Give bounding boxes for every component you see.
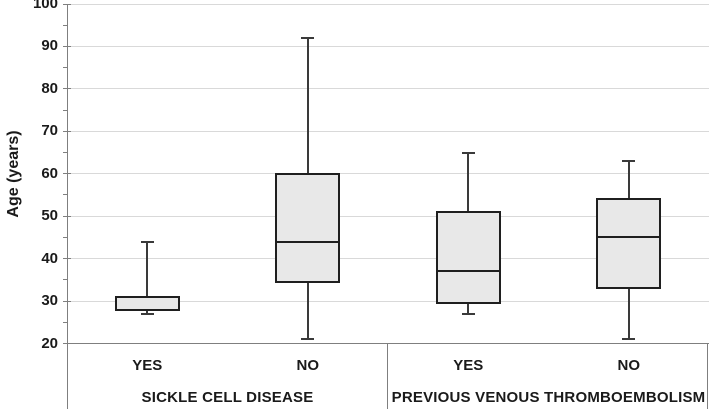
- y-major-tick: [63, 3, 71, 5]
- y-major-tick: [63, 88, 71, 90]
- category-label: YES: [132, 356, 163, 374]
- box-iqr: [435, 210, 501, 305]
- y-major-tick: [63, 130, 71, 132]
- y-tick-label: 70: [41, 122, 58, 140]
- y-major-tick: [63, 215, 71, 217]
- category-label: NO: [617, 356, 641, 374]
- upper-whisker: [146, 241, 149, 297]
- y-minor-tick: [63, 152, 67, 154]
- whisker-cap-max: [301, 36, 315, 39]
- y-minor-tick: [63, 67, 67, 69]
- group-separator: [707, 343, 708, 409]
- y-major-tick: [63, 45, 71, 47]
- gridline: [67, 3, 709, 5]
- y-minor-tick: [63, 236, 67, 238]
- gridline: [67, 215, 709, 217]
- whisker-cap-max: [461, 151, 475, 154]
- box-iqr: [275, 172, 341, 283]
- whisker-cap-max: [622, 160, 636, 163]
- upper-whisker: [627, 161, 630, 200]
- y-tick-label: 60: [41, 164, 58, 182]
- gridline: [67, 258, 709, 260]
- y-minor-tick: [63, 279, 67, 281]
- y-tick-label: 30: [41, 292, 58, 310]
- category-label: NO: [296, 356, 320, 374]
- y-axis-line: [66, 4, 68, 409]
- y-major-tick: [63, 300, 71, 302]
- lower-whisker: [306, 281, 309, 340]
- y-tick-label: 20: [41, 334, 58, 352]
- y-minor-tick: [63, 194, 67, 196]
- y-minor-tick: [63, 109, 67, 111]
- lower-whisker: [146, 309, 149, 314]
- whisker-cap-min: [140, 312, 154, 315]
- median-line: [114, 308, 180, 311]
- y-major-tick: [63, 173, 71, 175]
- y-minor-tick: [63, 24, 67, 26]
- y-tick-label: 90: [41, 37, 58, 55]
- gridline: [67, 130, 709, 132]
- y-minor-tick: [63, 321, 67, 323]
- y-tick-label: 40: [41, 249, 58, 267]
- upper-whisker: [306, 37, 309, 174]
- group-separator: [387, 343, 388, 409]
- group-label: PREVIOUS VENOUS THROMBOEMBOLISM: [391, 389, 706, 406]
- upper-whisker: [467, 152, 470, 212]
- gridline: [67, 300, 709, 302]
- gridline: [67, 88, 709, 90]
- lower-whisker: [627, 288, 630, 340]
- y-tick-label: 80: [41, 79, 58, 97]
- box-iqr: [596, 198, 662, 290]
- group-label: SICKLE CELL DISEASE: [141, 389, 314, 406]
- median-line: [275, 240, 341, 243]
- y-major-tick: [63, 343, 71, 344]
- median-line: [435, 270, 501, 273]
- whisker-cap-min: [301, 338, 315, 341]
- whisker-cap-min: [622, 338, 636, 341]
- lower-whisker: [467, 303, 470, 314]
- y-tick-label: 100: [32, 0, 58, 12]
- y-tick-label: 50: [41, 207, 58, 225]
- whisker-cap-min: [461, 312, 475, 315]
- y-major-tick: [63, 258, 71, 260]
- x-axis-line: [67, 343, 709, 344]
- gridline: [67, 45, 709, 47]
- median-line: [596, 236, 662, 239]
- whisker-cap-max: [140, 240, 154, 243]
- gridline: [67, 173, 709, 175]
- category-label: YES: [453, 356, 484, 374]
